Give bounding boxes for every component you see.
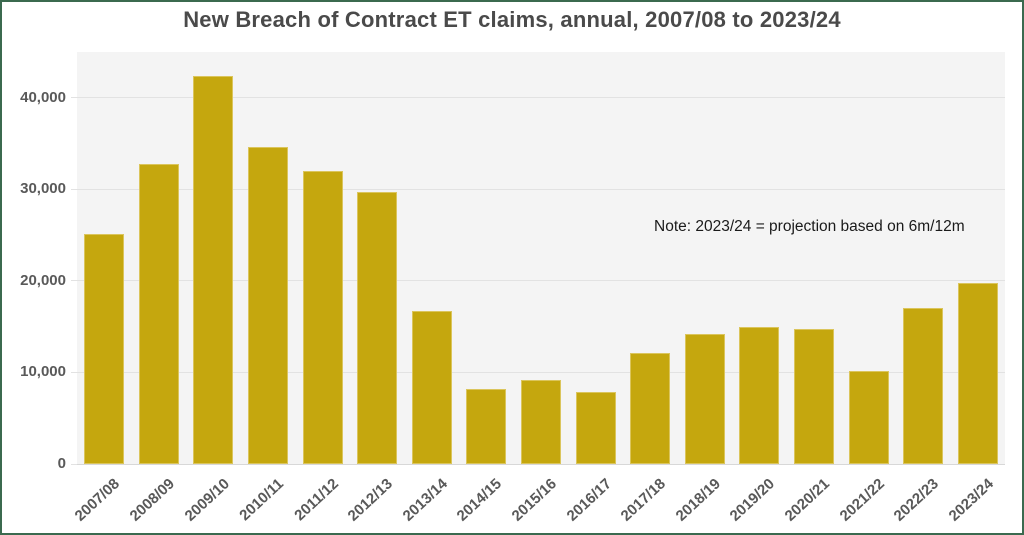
x-axis-label: 2022/23 (890, 475, 943, 525)
gridline (77, 371, 1005, 373)
y-axis-label: 20,000 (20, 271, 66, 289)
y-axis-tick (71, 371, 77, 373)
x-axis-line (77, 463, 1005, 465)
bar-2012-13 (357, 192, 398, 464)
x-axis-label: 2018/19 (672, 475, 724, 525)
bar-2018-19 (684, 334, 725, 464)
y-axis-label: 0 (57, 455, 66, 472)
x-axis-label: 2012/13 (344, 475, 397, 525)
y-axis-label: 10,000 (20, 363, 66, 381)
y-axis-label: 30,000 (20, 180, 66, 198)
x-axis-label: 2009/10 (181, 475, 233, 525)
y-axis-label: 40,000 (20, 88, 66, 106)
bar-2014-15 (466, 388, 507, 464)
x-axis-label: 2019/20 (727, 475, 779, 525)
x-axis-label: 2010/11 (236, 475, 288, 525)
plot-area (77, 52, 1005, 465)
bar-2017-18 (630, 353, 671, 464)
gridline (77, 280, 1005, 282)
bar-2019-20 (739, 326, 780, 464)
x-axis-label: 2020/21 (781, 475, 833, 525)
x-axis-label: 2015/16 (508, 475, 560, 525)
bar-2007-08 (84, 234, 125, 464)
x-axis-label: 2008/09 (126, 475, 178, 525)
gridline (77, 97, 1005, 99)
bar-2010-11 (248, 147, 289, 464)
gridline (77, 188, 1005, 190)
chart-title: New Breach of Contract ET claims, annual… (183, 7, 841, 32)
chart-annotation: Note: 2023/24 = projection based on 6m/1… (654, 218, 965, 235)
x-axis-label: 2011/12 (290, 475, 342, 525)
y-axis-tick (71, 463, 77, 465)
x-axis-label: 2023/24 (945, 475, 997, 525)
bar-2015-16 (521, 379, 561, 464)
bar-2022-23 (903, 308, 944, 464)
x-axis-label: 2013/14 (399, 475, 451, 525)
bar-2020-21 (793, 328, 834, 464)
y-axis-tick (71, 97, 77, 99)
x-axis-label: 2007/08 (71, 475, 124, 525)
bar-2021-22 (848, 370, 889, 464)
bar-2013-14 (411, 311, 452, 464)
bar-2023-24 (957, 282, 998, 464)
bar-2009-10 (193, 75, 234, 464)
x-axis-label: 2016/17 (563, 475, 615, 525)
y-axis-tick (71, 280, 77, 282)
bar-2016-17 (575, 391, 616, 464)
bar-2011-12 (302, 171, 343, 464)
y-axis-tick (71, 188, 77, 190)
bar-2008-09 (138, 163, 179, 464)
x-axis-label: 2017/18 (617, 475, 670, 525)
x-axis-label: 2021/22 (836, 475, 888, 525)
x-axis-label: 2014/15 (454, 475, 506, 525)
